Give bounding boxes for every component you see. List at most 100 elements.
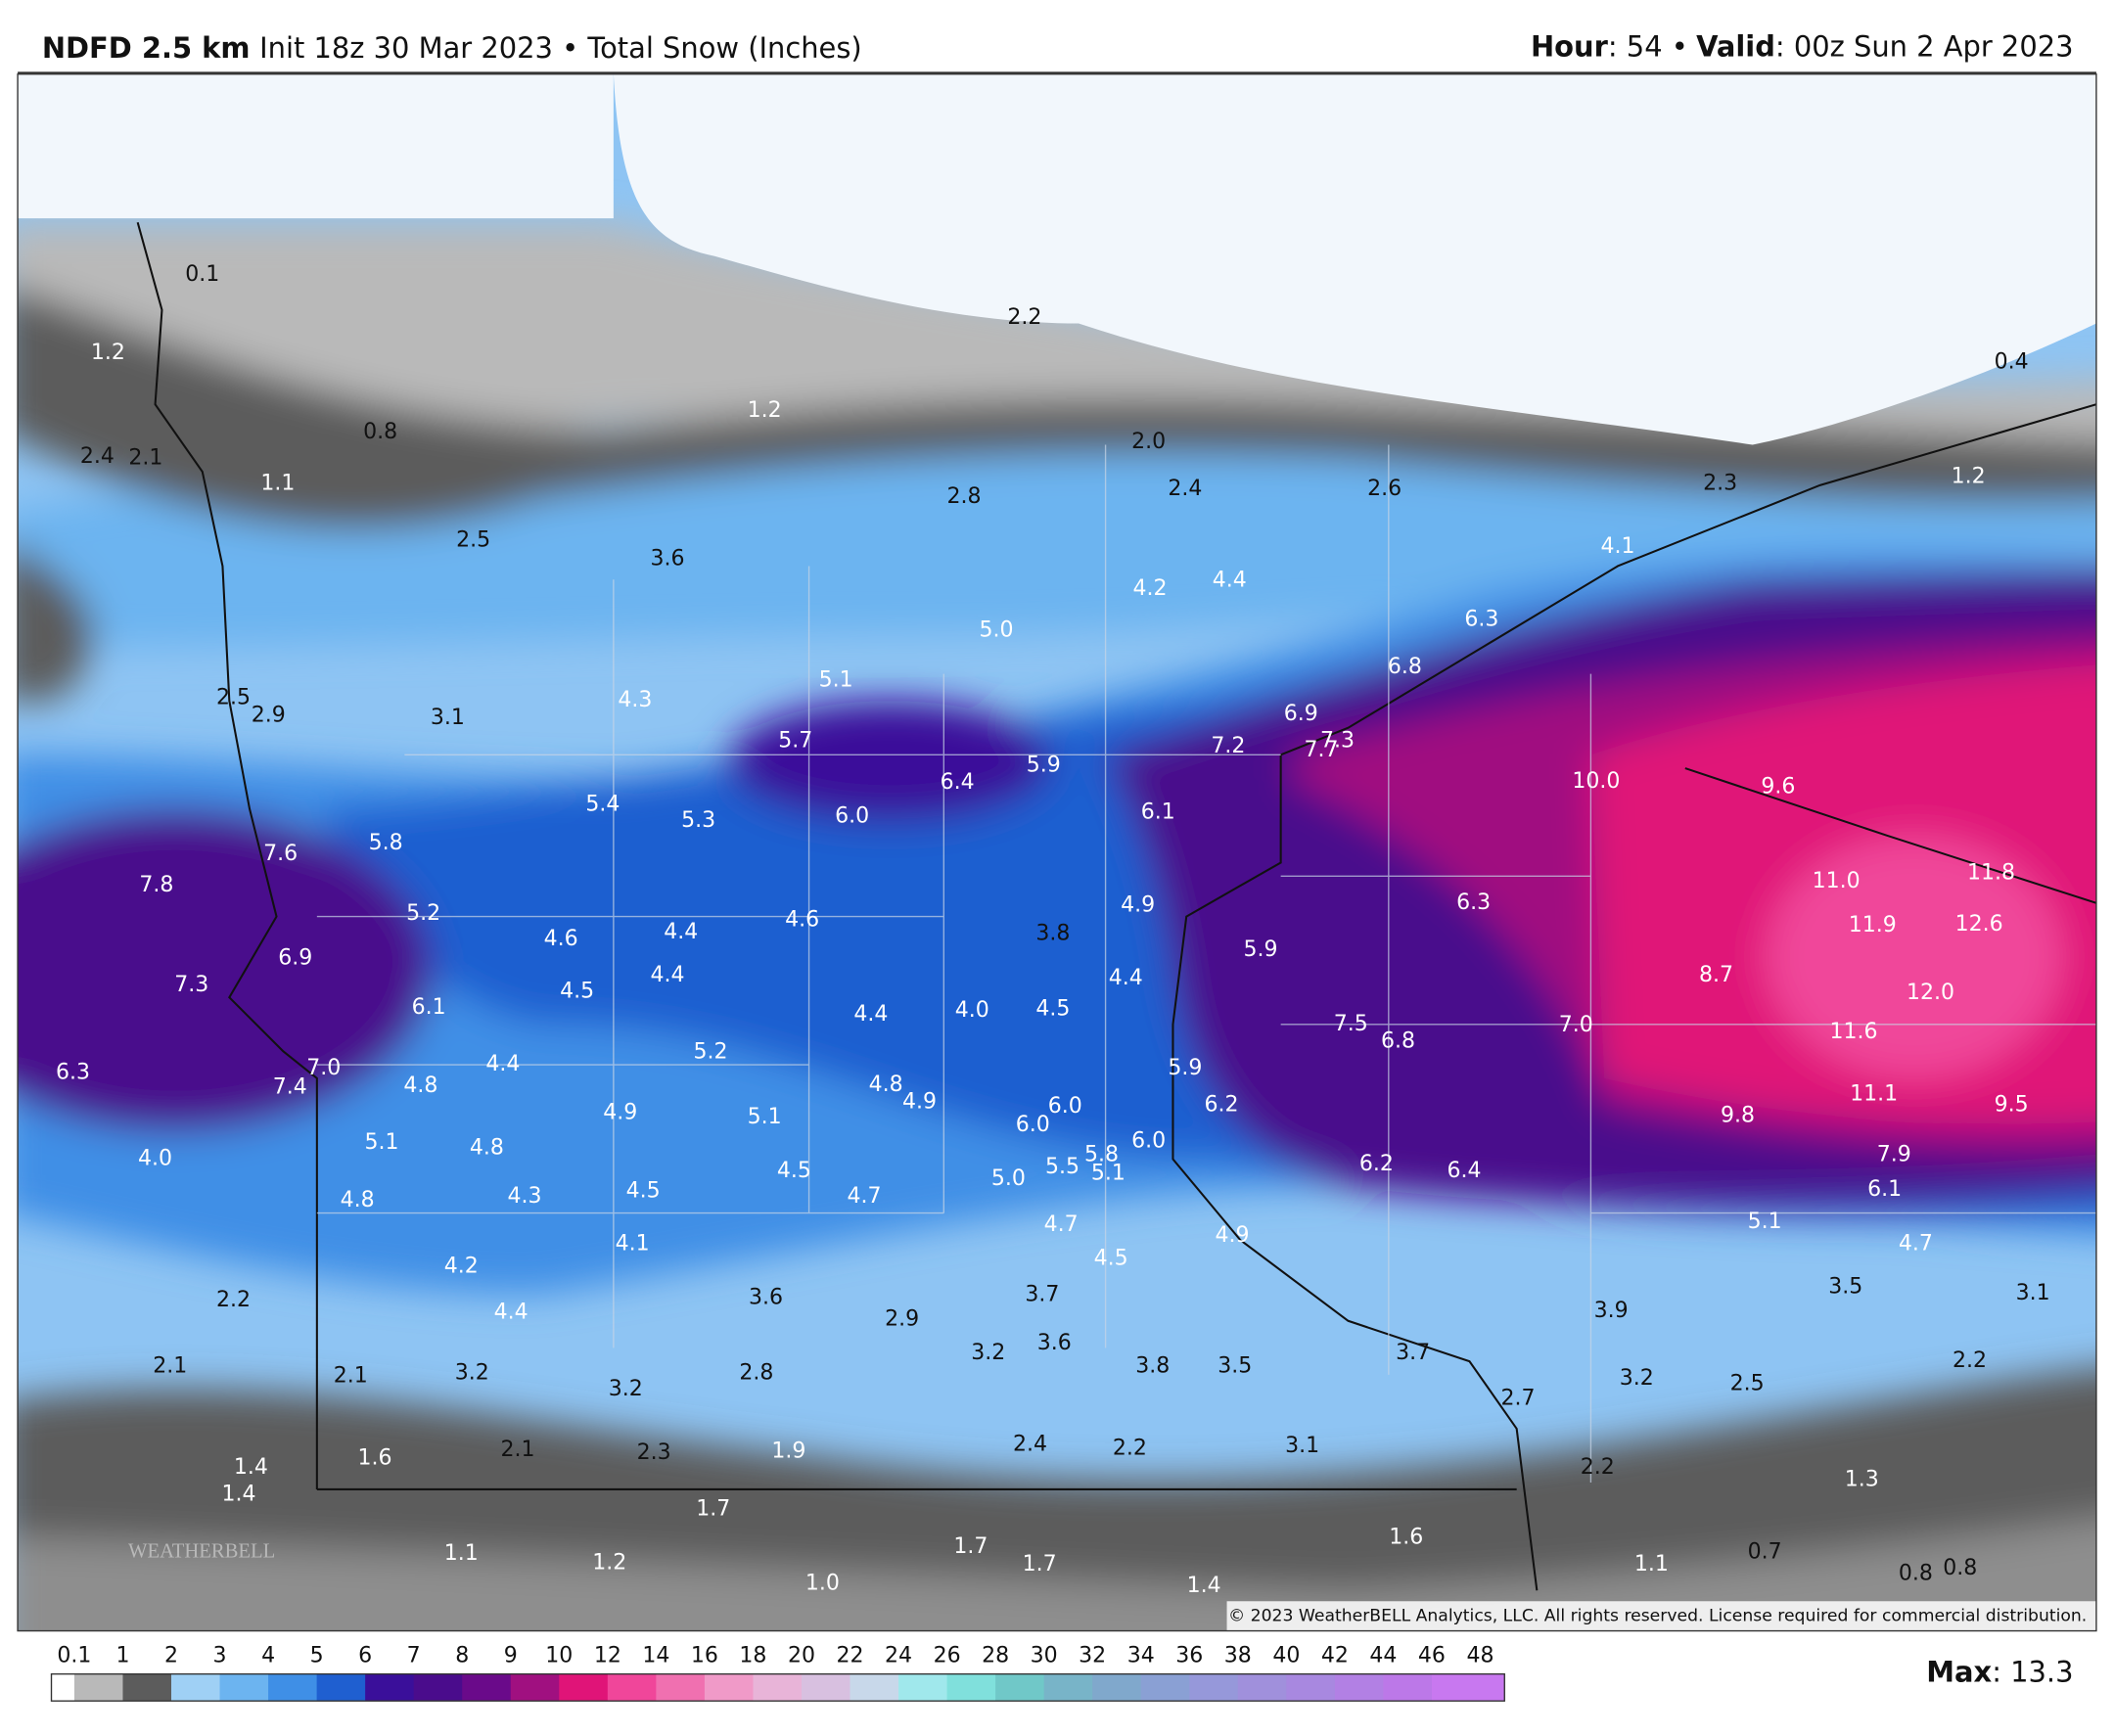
county-lines <box>316 444 2096 1484</box>
legend-tick-label: 8 <box>455 1644 469 1668</box>
legend-swatch <box>1431 1673 1482 1702</box>
snow-label: 4.4 <box>485 1052 520 1076</box>
legend-swatch <box>51 1673 74 1702</box>
legend: 0.1 1 2 3 4 5 6 7 8 9 10 12 14 16 18 20 22 24 26 28 30 32 34 36… <box>50 1644 1505 1702</box>
snow-label: 1.6 <box>358 1445 392 1470</box>
snow-label: 4.5 <box>1035 997 1070 1022</box>
legend-tick-label: 16 <box>691 1644 718 1668</box>
snow-label: 3.7 <box>1025 1283 1059 1307</box>
snow-label: 7.3 <box>1320 729 1355 754</box>
snow-label: 4.4 <box>1213 569 1247 593</box>
legend-swatch <box>413 1673 463 1702</box>
snow-label: 9.6 <box>1761 774 1795 799</box>
snow-label: 5.8 <box>1084 1142 1119 1166</box>
legend-swatch <box>122 1673 172 1702</box>
snow-label: 4.3 <box>618 688 652 712</box>
snow-label: 2.2 <box>1581 1455 1615 1480</box>
snow-label: 1.4 <box>221 1482 255 1506</box>
snow-label: 2.3 <box>637 1440 671 1465</box>
max-label: Max <box>1926 1656 1992 1689</box>
snow-label: 1.9 <box>771 1439 805 1463</box>
snow-label: 11.0 <box>1813 869 1861 893</box>
snow-label: 1.1 <box>444 1541 479 1566</box>
snow-label: 0.4 <box>1995 350 2029 375</box>
snow-label: 5.1 <box>1748 1210 1782 1234</box>
legend-tick-label: 6 <box>358 1644 372 1668</box>
legend-swatch <box>1237 1673 1288 1702</box>
snow-label: 4.9 <box>603 1101 637 1125</box>
legend-tick-label: 3 <box>213 1644 227 1668</box>
snow-label: 4.9 <box>1121 893 1155 918</box>
snow-label: 6.0 <box>835 804 869 829</box>
borders <box>136 221 2096 1591</box>
legend-tick-label: 40 <box>1272 1644 1300 1668</box>
snow-label: 11.8 <box>1967 861 2015 886</box>
snow-label: 4.8 <box>341 1188 375 1212</box>
legend-tick-label: 28 <box>982 1644 1009 1668</box>
snow-label: 4.5 <box>626 1179 661 1204</box>
lake-superior <box>613 73 2096 445</box>
valid-value: : 00z Sun 2 Apr 2023 <box>1775 30 2074 64</box>
snow-label: 7.0 <box>306 1056 341 1080</box>
snow-label: 5.1 <box>819 668 853 693</box>
snow-label: 2.9 <box>252 703 286 727</box>
snow-label: 2.3 <box>1703 471 1737 495</box>
snow-label: 4.1 <box>1600 534 1634 559</box>
snow-label: 3.7 <box>1396 1341 1430 1365</box>
legend-tick-label: 26 <box>934 1644 961 1668</box>
snow-label: 6.3 <box>1456 891 1491 915</box>
snow-label: 2.6 <box>1367 477 1402 501</box>
legend-tick-label: 18 <box>739 1644 766 1668</box>
snow-label: 10.0 <box>1572 769 1620 794</box>
snow-label: 6.8 <box>1388 655 1422 679</box>
snow-label: 0.7 <box>1748 1540 1782 1565</box>
legend-tick-label: 46 <box>1418 1644 1446 1668</box>
max: Max: 13.3 <box>1926 1656 2073 1689</box>
legend-swatch <box>704 1673 755 1702</box>
snow-label: 4.2 <box>444 1255 479 1279</box>
snow-label: 11.1 <box>1850 1081 1898 1106</box>
map-frame <box>17 73 2097 1632</box>
snow-labels: 0.11.20.81.22.4 2.11.12.52.22.02.42.8 2.6 2… <box>56 262 2050 1598</box>
snow-label: 5.8 <box>369 831 403 855</box>
snow-label: 5.3 <box>681 808 715 833</box>
snow-label: 4.4 <box>664 920 698 944</box>
snow-label: 2.1 <box>334 1363 368 1388</box>
snow-label: 5.7 <box>778 729 812 754</box>
snow-label: 6.1 <box>1141 800 1175 825</box>
legend-swatch <box>559 1673 609 1702</box>
snow-label: 2.1 <box>501 1438 535 1462</box>
snow-label: 8.7 <box>1699 963 1733 987</box>
legend-swatch <box>801 1673 851 1702</box>
legend-swatch <box>462 1673 512 1702</box>
legend-swatch <box>73 1673 124 1702</box>
legend-swatch <box>1334 1673 1385 1702</box>
snow-label: 3.1 <box>1285 1434 1319 1458</box>
snow-label: 3.1 <box>431 706 465 730</box>
snow-label: 4.4 <box>853 1002 888 1027</box>
legend-tick-label: 38 <box>1224 1644 1252 1668</box>
snow-label: 1.4 <box>1187 1574 1221 1598</box>
snow-label: 7.7 <box>1304 738 1338 762</box>
snow-label: 4.7 <box>1899 1231 1933 1256</box>
snow-label: 2.4 <box>1168 477 1202 501</box>
snow-label: 7.0 <box>1559 1013 1593 1037</box>
snow-label: 1.3 <box>1845 1467 1879 1491</box>
legend-swatch <box>1140 1673 1190 1702</box>
snow-label: 0.8 <box>1899 1562 1933 1586</box>
snow-label: 3.5 <box>1218 1354 1252 1379</box>
legend-tick-label: 10 <box>545 1644 573 1668</box>
legend-swatch <box>170 1673 221 1702</box>
snow-label: 1.7 <box>696 1497 730 1522</box>
legend-swatch <box>268 1673 318 1702</box>
snow-label: 6.3 <box>1464 608 1498 632</box>
snow-label: 7.3 <box>174 973 208 997</box>
snow-label: 3.6 <box>1037 1331 1072 1355</box>
snow-label: 3.2 <box>1620 1366 1654 1391</box>
snow-label: 7.5 <box>1334 1012 1368 1036</box>
snow-label: 5.0 <box>980 618 1014 643</box>
legend-swatch <box>1480 1673 1505 1702</box>
copyright: © 2023 WeatherBELL Analytics, LLC. All r… <box>1228 1606 2087 1625</box>
legend-tick-label: 20 <box>788 1644 815 1668</box>
snow-label: 3.9 <box>1594 1299 1629 1323</box>
